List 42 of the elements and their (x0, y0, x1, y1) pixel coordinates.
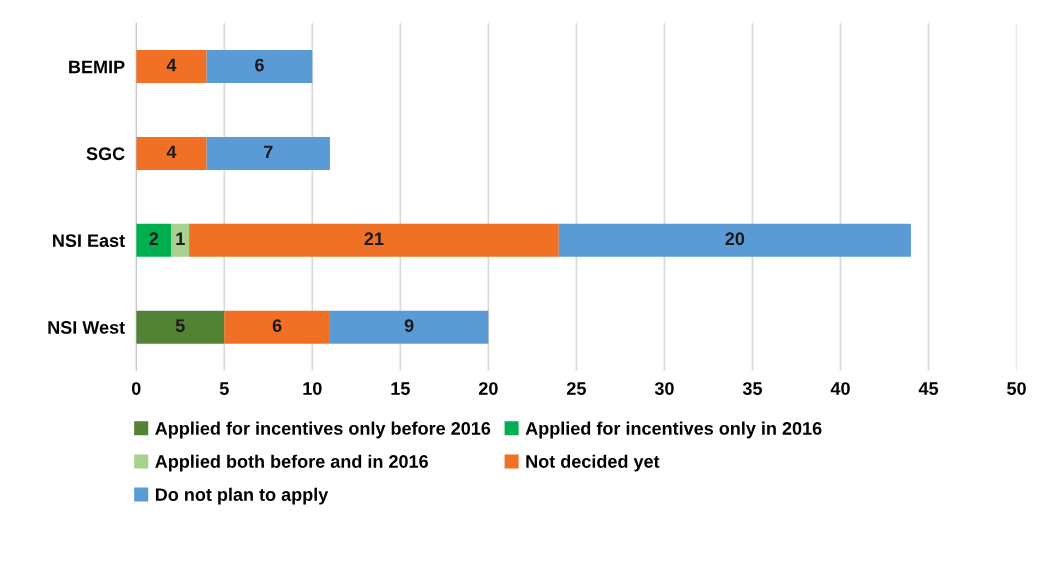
x-tick-label: 25 (566, 382, 586, 395)
bar (136, 223, 172, 257)
data-label: 9 (404, 319, 414, 332)
legend-label: Applied both before and in 2016 (155, 454, 428, 472)
x-tick-label: 40 (830, 382, 850, 395)
x-tick-label: 10 (303, 382, 322, 395)
x-tick-label: 0 (131, 382, 141, 395)
bar (206, 136, 330, 170)
x-tick-label: 15 (391, 382, 410, 395)
x-tick-label: 35 (742, 382, 762, 395)
data-label: 20 (725, 232, 745, 246)
y-tick-label: NSI West (48, 321, 125, 334)
legend-label: Not decided yet (526, 454, 660, 472)
legend-label: Applied for incentives only before 2016 (155, 421, 491, 439)
bar (136, 50, 207, 84)
data-label: 7 (264, 145, 273, 159)
y-tick-label: NSI East (53, 234, 125, 248)
x-tick-label: 50 (1007, 382, 1026, 395)
bar (224, 310, 330, 344)
bar (136, 310, 225, 344)
bar (171, 223, 190, 257)
bar (558, 223, 911, 257)
x-tick-label: 20 (478, 382, 498, 395)
data-label: 21 (364, 232, 384, 245)
data-label: 4 (166, 145, 177, 159)
bar (329, 310, 489, 344)
bar (136, 136, 207, 170)
data-label: 2 (149, 232, 159, 245)
y-tick-label: BEMIP (69, 60, 125, 74)
legend-label: Applied for incentives only in 2016 (525, 421, 822, 439)
data-label: 1 (176, 232, 185, 245)
bar (189, 223, 559, 257)
legend-label: Do not plan to apply (155, 487, 329, 505)
data-label: 6 (255, 58, 264, 72)
bar (206, 50, 313, 84)
data-label: 4 (166, 58, 177, 72)
x-tick-label: 30 (654, 382, 674, 395)
x-tick-label: 45 (918, 382, 939, 395)
data-label: 5 (175, 319, 185, 332)
x-tick-label: 5 (219, 382, 229, 395)
y-tick-label: SGC (86, 147, 125, 161)
data-label: 6 (272, 319, 282, 332)
